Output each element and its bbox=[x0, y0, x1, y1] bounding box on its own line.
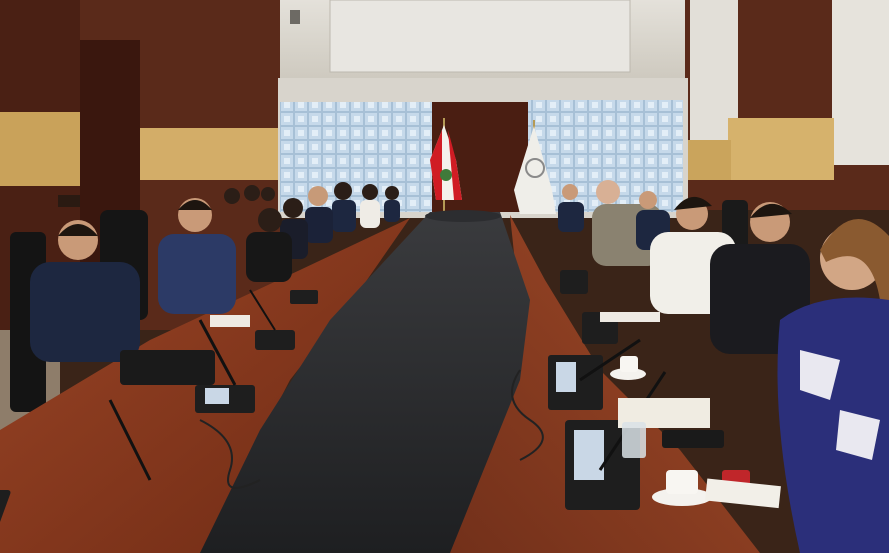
attendee bbox=[224, 185, 275, 204]
projector-screen bbox=[329, 0, 631, 73]
phone bbox=[662, 430, 724, 448]
paper bbox=[705, 478, 781, 509]
microphone bbox=[195, 319, 255, 413]
paper bbox=[600, 312, 660, 322]
microphone bbox=[0, 399, 152, 530]
attendee bbox=[558, 184, 584, 232]
microphone bbox=[565, 371, 667, 510]
attendees-right bbox=[558, 180, 889, 553]
wall-light-panel bbox=[0, 112, 82, 186]
microphone bbox=[548, 338, 641, 410]
cables bbox=[199, 419, 261, 489]
wall-light-panel bbox=[728, 118, 834, 180]
table-items-right bbox=[511, 270, 781, 510]
glass-block-window bbox=[280, 102, 432, 212]
microphone bbox=[290, 290, 318, 304]
wall-light-panel bbox=[135, 128, 280, 180]
attendee bbox=[332, 182, 356, 232]
flag-emblem bbox=[525, 158, 545, 178]
paper bbox=[210, 315, 250, 327]
coffee-cup bbox=[610, 356, 646, 380]
table-center-panel bbox=[200, 212, 530, 553]
attendee bbox=[305, 186, 333, 243]
microphone bbox=[249, 289, 295, 350]
institution-flag bbox=[514, 126, 556, 214]
water-glass bbox=[622, 422, 646, 458]
table-items-left bbox=[0, 289, 318, 530]
cables bbox=[511, 369, 544, 461]
microphone bbox=[560, 270, 588, 294]
attendee bbox=[777, 218, 889, 553]
attendees-left bbox=[30, 182, 400, 362]
attendee bbox=[360, 184, 380, 228]
security-camera bbox=[290, 10, 300, 24]
coffee-cup bbox=[652, 470, 712, 506]
laptop-bag bbox=[120, 350, 215, 385]
attendee bbox=[246, 208, 292, 282]
flag-emblem bbox=[440, 169, 452, 181]
attendee bbox=[384, 186, 400, 222]
attendee bbox=[158, 198, 236, 314]
attendee bbox=[30, 220, 140, 362]
